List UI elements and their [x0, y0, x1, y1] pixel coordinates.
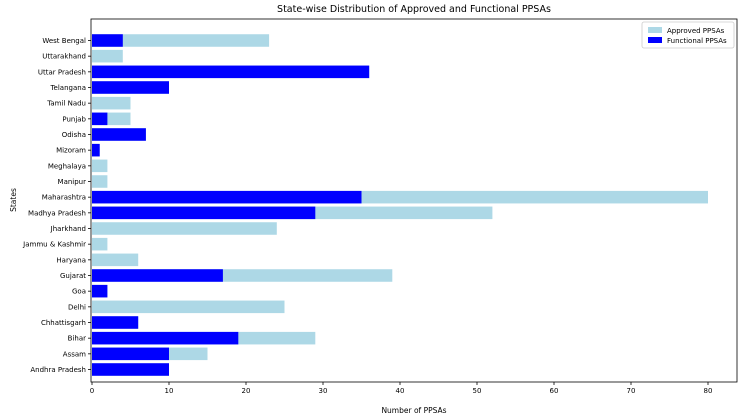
x-tick-label: 60 [550, 387, 559, 395]
bar-functional-ppsas [92, 81, 169, 94]
y-tick-label: Chhattisgarh [41, 319, 86, 327]
x-tick-label: 50 [473, 387, 482, 395]
bar-approved-ppsas [92, 175, 108, 188]
bar-approved-ppsas [92, 34, 270, 47]
bar-approved-ppsas [92, 300, 285, 314]
x-axis-label: Number of PPSAs [381, 406, 446, 415]
y-tick-label: Uttar Pradesh [38, 68, 86, 76]
y-tick-label: Bihar [68, 335, 86, 343]
y-tick-label: Jharkhand [50, 225, 86, 233]
bar-functional-ppsas [92, 190, 362, 204]
y-tick-label: West Bengal [42, 37, 86, 45]
legend-label-approved: Approved PPSAs [667, 27, 725, 35]
legend: Approved PPSAs Functional PPSAs [641, 21, 735, 49]
bar-functional-ppsas [92, 347, 169, 361]
bar-functional-ppsas [92, 112, 108, 126]
x-tick-label: 20 [242, 387, 251, 395]
bar-functional-ppsas [92, 206, 316, 220]
y-tick-label: Jammu & Kashmir [22, 241, 86, 249]
bar-functional-ppsas [92, 65, 370, 79]
y-axis-label: States [9, 188, 18, 212]
legend-frame [641, 21, 735, 49]
bar-functional-ppsas [92, 316, 139, 329]
bar-functional-ppsas [92, 128, 146, 141]
bar-approved-ppsas [92, 237, 108, 251]
bar-functional-ppsas [92, 331, 239, 345]
bar-functional-ppsas [92, 269, 223, 282]
x-tick-label: 0 [90, 387, 94, 395]
y-tick-label: Maharashtra [42, 194, 86, 202]
y-tick-label: Tamil Nadu [46, 100, 86, 108]
y-tick-label: Goa [72, 288, 86, 296]
bar-functional-ppsas [92, 143, 100, 157]
x-tick-label: 80 [704, 387, 713, 395]
y-tick-label: Odisha [62, 131, 86, 139]
x-axis: 0 10 20 30 40 50 60 70 80 [90, 382, 713, 395]
plot-area-frame [90, 18, 738, 383]
y-tick-label: Madhya Pradesh [28, 209, 86, 217]
bar-approved-ppsas [92, 253, 139, 267]
bar-functional-ppsas [92, 284, 108, 298]
legend-label-functional: Functional PPSAs [667, 37, 727, 45]
y-tick-label: Punjab [62, 115, 86, 123]
bar-approved-ppsas [92, 96, 131, 110]
y-tick-label: Mizoram [56, 147, 86, 155]
legend-swatch-functional [648, 37, 662, 43]
x-tick-label: 70 [627, 387, 636, 395]
bar-approved-ppsas [92, 159, 108, 173]
y-tick-label: Telangana [49, 84, 86, 92]
y-tick-label: Haryana [56, 256, 86, 264]
legend-swatch-approved [648, 27, 662, 33]
bars-group [92, 34, 708, 376]
x-tick-label: 10 [165, 387, 174, 395]
y-tick-label: Uttarakhand [42, 53, 86, 61]
bar-approved-ppsas [92, 49, 123, 63]
chart-title: State-wise Distribution of Approved and … [277, 4, 551, 15]
x-tick-label: 40 [396, 387, 405, 395]
y-tick-label: Assam [63, 350, 86, 358]
y-tick-label: Delhi [68, 303, 86, 311]
y-tick-label: Andhra Pradesh [30, 366, 86, 374]
bar-approved-ppsas [92, 222, 277, 235]
x-tick-label: 30 [319, 387, 328, 395]
y-tick-label: Meghalaya [48, 162, 86, 170]
y-tick-label: Manipur [58, 178, 87, 186]
y-tick-label: Gujarat [60, 272, 86, 280]
bar-functional-ppsas [92, 34, 123, 47]
bar-functional-ppsas [92, 363, 169, 376]
y-axis: Andhra Pradesh Assam Bihar Chhattisgarh Delh… [22, 37, 91, 374]
